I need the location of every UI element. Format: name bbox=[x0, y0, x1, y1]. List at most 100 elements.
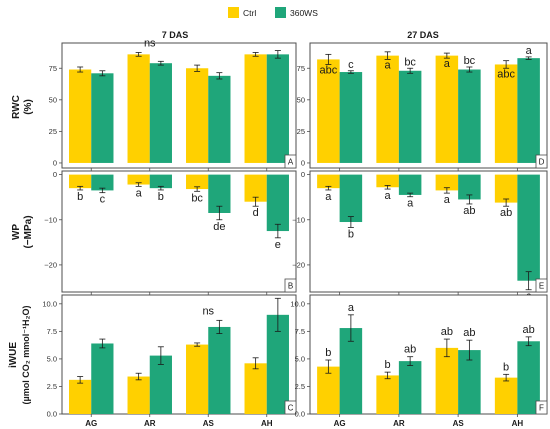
y-tick-label: −10 bbox=[44, 215, 57, 224]
panel-label: D bbox=[539, 158, 545, 167]
significance-letter: bc bbox=[191, 192, 203, 204]
ylabel-wp-unit: (−MPa) bbox=[23, 215, 34, 248]
significance-letter: ab bbox=[500, 207, 512, 219]
significance-letter: ab bbox=[523, 324, 535, 336]
y-tick-label: 25 bbox=[49, 127, 57, 136]
panel-label: F bbox=[539, 404, 544, 413]
significance-letter: bc bbox=[404, 56, 416, 68]
bar-360ws-ag bbox=[91, 73, 114, 163]
bar-360ws-as bbox=[208, 75, 231, 163]
bar-ctrl-as bbox=[435, 174, 459, 191]
y-tick-label: 75 bbox=[49, 64, 57, 73]
y-tick-label: −20 bbox=[292, 261, 305, 270]
bar-360ws-ar bbox=[398, 70, 422, 163]
significance-letter: de bbox=[213, 221, 225, 233]
bar-360ws-ah bbox=[266, 174, 289, 232]
bar-360ws-as bbox=[208, 174, 231, 213]
panel-label: B bbox=[288, 282, 293, 291]
y-tick-label: 5.0 bbox=[47, 355, 57, 364]
bar-360ws-ah bbox=[517, 58, 540, 163]
bar-ctrl-as bbox=[186, 344, 209, 414]
bar-ctrl-ar bbox=[376, 375, 399, 414]
x-tick-label: AS bbox=[203, 419, 215, 428]
x-tick-label: AR bbox=[393, 419, 405, 428]
bar-360ws-ar bbox=[149, 174, 172, 189]
significance-letter: b bbox=[385, 359, 391, 371]
strip-title-7das: 7 DAS bbox=[162, 30, 189, 40]
bar-360ws-ar bbox=[149, 63, 172, 163]
significance-letter: abc bbox=[497, 68, 515, 80]
y-tick-label: 2.5 bbox=[47, 382, 57, 391]
panel-E: 0−10−20abaaaababcE bbox=[292, 170, 548, 303]
bar-360ws-as bbox=[458, 174, 481, 200]
bar-360ws-as bbox=[208, 326, 231, 414]
panel-label: E bbox=[539, 282, 544, 291]
x-tick-label: AS bbox=[453, 419, 465, 428]
significance-letter: a bbox=[526, 45, 533, 57]
bar-360ws-as bbox=[458, 350, 481, 414]
y-tick-label: 0 bbox=[53, 170, 57, 179]
significance-letter: a bbox=[385, 59, 392, 71]
y-tick-label: 7.5 bbox=[47, 327, 57, 336]
significance-letter: a bbox=[444, 58, 451, 70]
strip-title-27das: 27 DAS bbox=[407, 30, 439, 40]
bar-ctrl-as bbox=[435, 55, 459, 163]
bar-ctrl-ah bbox=[494, 377, 518, 414]
ylabel-rwc: RWC bbox=[11, 95, 22, 119]
ylabel-iwue-unit: (µmol CO₂ mmol⁻¹H₂O) bbox=[21, 306, 31, 405]
panel-label: C bbox=[288, 404, 294, 413]
panel-label: A bbox=[288, 158, 294, 167]
significance-letter: ab bbox=[404, 344, 416, 356]
bar-360ws-ag bbox=[91, 343, 114, 414]
significance-letter: abc bbox=[319, 64, 337, 76]
y-tick-label: 10.0 bbox=[42, 299, 57, 308]
y-tick-label: 0 bbox=[53, 159, 57, 168]
y-tick-label: 0.0 bbox=[47, 410, 57, 419]
significance-letter: b bbox=[77, 191, 83, 203]
bar-360ws-ar bbox=[149, 355, 172, 414]
significance-letter: a bbox=[348, 302, 355, 314]
significance-letter: c bbox=[100, 194, 106, 206]
significance-letter: bc bbox=[464, 55, 476, 67]
legend-label-ctrl: Ctrl bbox=[243, 8, 256, 18]
bar-360ws-as bbox=[458, 69, 481, 163]
bar-ctrl-ah bbox=[244, 54, 267, 163]
bar-ctrl-as bbox=[435, 347, 459, 414]
bar-ctrl-ag bbox=[317, 59, 340, 163]
significance-letter: d bbox=[253, 207, 259, 219]
x-tick-label: AH bbox=[261, 419, 273, 428]
significance-letter: ab bbox=[463, 327, 475, 339]
x-tick-label: AH bbox=[512, 419, 524, 428]
significance-letter: a bbox=[407, 198, 414, 210]
legend-swatch-360ws bbox=[275, 7, 286, 18]
bar-360ws-ag bbox=[339, 72, 363, 163]
x-tick-label: AR bbox=[144, 419, 156, 428]
panel-label-box bbox=[284, 278, 297, 293]
bar-ctrl-ar bbox=[127, 376, 150, 414]
significance-letter: a bbox=[385, 190, 392, 202]
panel-label-box bbox=[535, 154, 548, 169]
annotation-ns: ns bbox=[144, 37, 156, 49]
bar-ctrl-ag bbox=[69, 69, 92, 163]
bar-ctrl-ah bbox=[244, 363, 267, 414]
y-tick-label: 50 bbox=[297, 95, 305, 104]
bar-360ws-ag bbox=[91, 174, 114, 191]
legend-swatch-ctrl bbox=[228, 7, 239, 18]
panel-label-box bbox=[535, 400, 548, 415]
panel-C: 0.0 2.5 5.0 7.5 10.0 AG AR AS AH ns C bbox=[42, 294, 297, 428]
bar-360ws-ah bbox=[266, 314, 289, 414]
bar-ctrl-ah bbox=[494, 64, 518, 163]
y-tick-label: 75 bbox=[297, 64, 305, 73]
x-tick-label: AG bbox=[85, 419, 97, 428]
panel-label-box bbox=[284, 154, 297, 169]
panel-label-box bbox=[284, 400, 297, 415]
bar-360ws-ah bbox=[266, 54, 289, 163]
legend: Ctrl 360WS bbox=[228, 7, 318, 18]
ylabel-rwc-unit: (%) bbox=[23, 99, 34, 115]
bar-ctrl-ar bbox=[127, 174, 150, 185]
y-tick-label: 7.5 bbox=[295, 327, 305, 336]
